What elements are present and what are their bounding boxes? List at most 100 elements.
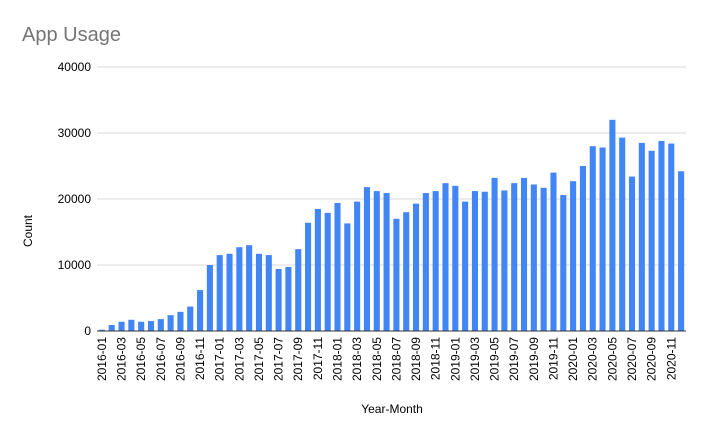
bar	[403, 212, 410, 331]
bar	[520, 177, 528, 331]
bar	[197, 290, 204, 331]
bar	[462, 201, 469, 331]
bar	[373, 191, 380, 331]
bar	[471, 191, 478, 331]
x-tick-label: 2018-03	[350, 337, 364, 381]
bar	[157, 319, 164, 331]
bar	[530, 184, 537, 331]
x-tick-label: 2019-07	[507, 337, 521, 381]
x-tick-label: 2017-09	[291, 337, 305, 381]
bar	[668, 143, 675, 331]
bar	[442, 183, 449, 331]
y-tick-label: 20000	[58, 192, 92, 206]
bar	[147, 321, 155, 331]
bar	[481, 191, 488, 331]
x-tick-label: 2018-11	[429, 337, 443, 380]
chart-title: App Usage	[22, 24, 121, 46]
bar	[589, 146, 596, 331]
bar	[305, 222, 312, 331]
y-axis-ticks: 0 10000 20000 30000 40000	[58, 60, 92, 338]
bar	[432, 191, 439, 331]
bar	[246, 245, 253, 331]
x-tick-label: 2019-03	[468, 337, 482, 381]
bar	[187, 306, 194, 331]
x-tick-label: 2019-05	[488, 337, 502, 381]
bar	[206, 265, 213, 331]
bar	[628, 176, 636, 331]
bar	[324, 212, 331, 331]
y-tick-label: 40000	[58, 60, 92, 74]
bar	[609, 119, 616, 331]
x-tick-label: 2018-09	[409, 337, 423, 381]
x-tick-label: 2018-07	[389, 337, 403, 381]
x-tick-label: 2018-05	[370, 337, 384, 381]
bar	[128, 319, 135, 331]
x-tick-label: 2017-01	[213, 337, 227, 381]
x-tick-label: 2016-05	[134, 337, 148, 381]
x-tick-label: 2017-05	[252, 337, 266, 381]
bar	[570, 181, 577, 331]
x-axis-ticks: 2016-01 2016-03 2016-05 2016-07 2016-09 2016-…	[95, 337, 678, 381]
bar	[177, 311, 184, 331]
bar	[658, 140, 665, 331]
x-axis-title: Year-Month	[361, 402, 423, 416]
bar	[216, 255, 223, 331]
bar	[334, 202, 341, 331]
x-tick-label: 2018-01	[331, 337, 345, 381]
x-tick-label: 2020-05	[605, 337, 619, 381]
bar	[236, 247, 243, 331]
bar	[599, 147, 606, 331]
bar	[314, 208, 321, 331]
x-tick-label: 2016-09	[173, 337, 187, 381]
bar	[422, 193, 429, 331]
bar	[540, 187, 547, 331]
x-tick-label: 2019-09	[527, 337, 541, 381]
x-tick-label: 2017-03	[232, 337, 246, 381]
bar	[619, 137, 626, 331]
bar	[648, 150, 655, 331]
bar	[363, 187, 371, 331]
bar	[226, 253, 233, 331]
bar	[108, 325, 115, 331]
bar	[412, 203, 420, 331]
y-tick-label: 0	[84, 324, 91, 338]
bar	[255, 253, 263, 331]
bar	[550, 172, 557, 331]
bar	[678, 171, 685, 331]
bar	[138, 321, 145, 331]
x-tick-label: 2019-11	[546, 337, 560, 380]
bar	[638, 142, 645, 331]
x-tick-label: 2017-11	[311, 337, 325, 380]
bar	[354, 201, 361, 331]
bars	[98, 119, 685, 331]
bar	[511, 183, 518, 331]
y-tick-label: 30000	[58, 126, 92, 140]
y-tick-label: 10000	[58, 258, 92, 272]
bar	[452, 185, 459, 331]
bar	[560, 195, 567, 331]
bar	[295, 249, 302, 331]
bar	[118, 321, 125, 331]
bar	[344, 223, 351, 331]
x-tick-label: 2016-01	[95, 337, 109, 381]
y-axis-title: Count	[21, 214, 35, 247]
bar	[501, 190, 508, 331]
bar	[285, 266, 292, 331]
x-tick-label: 2020-01	[566, 337, 580, 381]
x-tick-label: 2020-03	[586, 337, 600, 381]
bar	[275, 268, 282, 331]
gridlines	[97, 66, 686, 266]
x-tick-label: 2016-11	[193, 337, 207, 380]
x-tick-label: 2017-07	[272, 337, 286, 381]
x-tick-label: 2020-11	[664, 337, 678, 380]
x-tick-label: 2016-07	[154, 337, 168, 381]
bar	[491, 177, 498, 331]
x-tick-label: 2020-07	[625, 337, 639, 381]
x-tick-label: 2020-09	[645, 337, 659, 381]
bar	[383, 193, 390, 331]
x-tick-label: 2016-03	[115, 337, 129, 381]
bar	[265, 255, 272, 331]
bar	[167, 315, 174, 331]
bar	[98, 329, 105, 331]
